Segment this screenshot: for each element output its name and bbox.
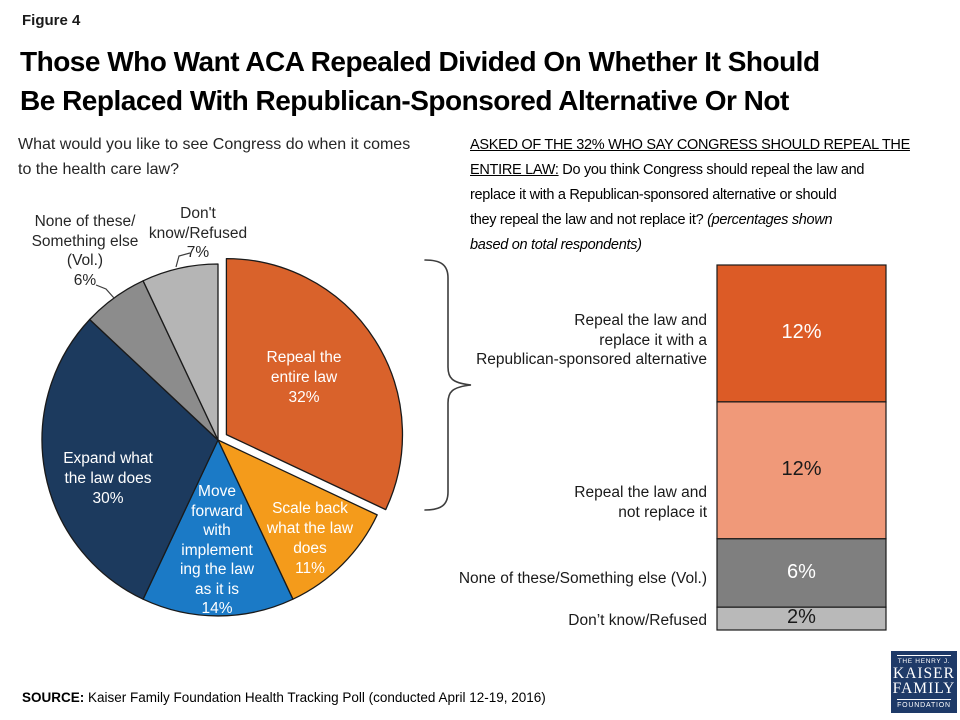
bar-label-dont-know: Don’t know/Refused: [568, 612, 707, 629]
bar-segment-repeal-replace: [716, 264, 887, 403]
curly-brace: [424, 259, 472, 511]
pie-label-move-forward: Move forward with implement ing the law …: [179, 483, 255, 617]
bar-question-line5: based on total respondents): [470, 233, 910, 258]
figure-label: Figure 4: [22, 12, 81, 29]
bar-value-none-of-these: 6%: [787, 561, 816, 583]
bar-segment-repeal-not-replace: [716, 401, 887, 540]
pie-question-line2: to the health care law?: [18, 161, 179, 178]
page-title: Those Who Want ACA Repealed Divided On W…: [20, 42, 820, 120]
bar-question-normal-4: they repeal the law and not replace it?: [470, 212, 708, 228]
bar-question-normal-2: Do you think Congress should repeal the …: [558, 162, 865, 178]
logo-the-henry-j: THE HENRY J.: [897, 658, 951, 665]
bar-value-repeal-replace: 12%: [781, 321, 822, 343]
bar-label-repeal-replace: Repeal the law and replace it with a Rep…: [476, 312, 707, 368]
leader-line-none-of-these: [95, 284, 115, 299]
bar-question-line2: ENTIRE LAW: Do you think Congress should…: [470, 158, 910, 183]
bar-segment-dont-know: [716, 606, 887, 631]
pie-slice-dont-know: [142, 263, 219, 441]
pie-slice-scale-back: [217, 439, 378, 600]
logo-family: FAMILY: [892, 680, 956, 697]
title-line-2: Be Replaced With Republican-Sponsored Al…: [20, 85, 789, 116]
pie-slice-move-forward: [142, 439, 294, 617]
bar-question: ASKED OF THE 32% WHO SAY CONGRESS SHOULD…: [470, 133, 910, 258]
pie-slice-repeal-entire-law: [225, 257, 404, 511]
pie-question: What would you like to see Congress do w…: [18, 132, 410, 182]
bar-segment-none-something-else: [716, 538, 887, 608]
pie-chart: [41, 257, 404, 617]
bar-question-line4: they repeal the law and not replace it? …: [470, 208, 910, 233]
pie-callout-none-of-these: None of these/ Something else (Vol.) 6%: [31, 213, 139, 289]
bar-question-line3: replace it with a Republican-sponsored a…: [470, 183, 910, 208]
bar-value-dont-know: 2%: [787, 606, 816, 628]
source-note: SOURCE: Kaiser Family Foundation Health …: [22, 690, 546, 705]
bar-label-none-of-these: None of these/Something else (Vol.): [458, 570, 707, 587]
logo-kaiser: KAISER: [893, 665, 955, 682]
pie-label-expand-law: Expand what the law does 30%: [63, 450, 153, 507]
leader-line-dont-know: [175, 252, 191, 268]
bar-value-repeal-not-replace: 12%: [781, 458, 822, 480]
source-text: Kaiser Family Foundation Health Tracking…: [84, 690, 546, 705]
logo-rule-top: [897, 655, 951, 656]
bar-question-italic-4: (percentages shown: [707, 212, 833, 228]
pie-question-line1: What would you like to see Congress do w…: [18, 136, 411, 153]
bar-question-underlined-1: ASKED OF THE 32% WHO SAY CONGRESS SHOULD…: [470, 137, 910, 153]
logo-rule-bottom: [897, 699, 951, 700]
bar-question-underlined-2: ENTIRE LAW:: [470, 162, 559, 178]
bar-question-line1: ASKED OF THE 32% WHO SAY CONGRESS SHOULD…: [470, 133, 910, 158]
kff-logo: THE HENRY J. KAISER FAMILY FOUNDATION: [891, 651, 957, 713]
pie-slice-expand-law: [41, 318, 219, 600]
bar-question-italic-5: based on total respondents): [470, 237, 642, 253]
bar-question-normal-3: replace it with a Republican-sponsored a…: [470, 187, 837, 203]
logo-foundation: FOUNDATION: [897, 702, 951, 709]
pie-label-repeal-entire-law: Repeal the entire law 32%: [266, 349, 342, 406]
pie-label-scale-back: Scale back what the law does 11%: [266, 500, 354, 577]
stacked-bar-chart: [716, 264, 887, 631]
title-line-1: Those Who Want ACA Repealed Divided On W…: [20, 46, 820, 77]
pie-callout-dont-know: Don't know/Refused 7%: [148, 205, 248, 261]
bar-label-repeal-not-replace: Repeal the law and not replace it: [574, 484, 707, 521]
source-prefix: SOURCE:: [22, 690, 85, 705]
